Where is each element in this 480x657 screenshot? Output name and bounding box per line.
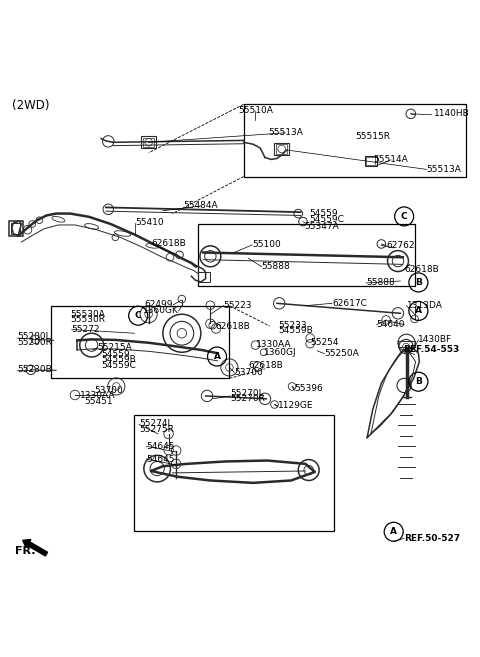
Text: 54559C: 54559C [101,361,136,370]
Bar [142,136,156,148]
Text: 1140HB: 1140HB [433,109,469,118]
Bar [275,143,289,155]
Text: 54645: 54645 [146,442,175,451]
Text: B: B [415,377,422,386]
Bar [134,415,334,532]
Text: 55250A: 55250A [324,349,359,358]
Bar [199,224,415,286]
Text: REF.50-527: REF.50-527 [404,534,460,543]
Text: 1330AA: 1330AA [256,340,291,349]
Bar [199,273,210,282]
Text: 55530R: 55530R [70,315,105,325]
Text: 55270L: 55270L [230,388,264,397]
Text: FR.: FR. [15,546,35,556]
Text: 55513A: 55513A [268,128,303,137]
Text: 55100: 55100 [252,240,281,250]
Text: 53700: 53700 [234,368,263,376]
Text: REF.54-553: REF.54-553 [403,345,459,354]
Bar [366,157,375,165]
Bar [365,156,377,166]
Text: 55451: 55451 [84,397,113,406]
Text: 1360GK: 1360GK [143,306,179,315]
Bar [11,223,20,235]
Text: 55274L: 55274L [139,419,173,428]
Text: C: C [401,212,408,221]
Text: 54559: 54559 [101,350,130,359]
Text: 62499: 62499 [145,300,173,309]
Text: 55200L: 55200L [17,332,51,341]
Text: 55530A: 55530A [70,309,105,319]
Text: 55510A: 55510A [238,106,273,116]
Text: 55215A: 55215A [97,343,132,352]
Text: 55396: 55396 [294,384,323,393]
Text: 55275R: 55275R [139,425,174,434]
FancyArrow shape [23,539,48,556]
Text: 1430BF: 1430BF [419,336,453,344]
Text: 62762: 62762 [386,241,415,250]
Text: A: A [390,528,397,536]
Text: C: C [135,311,142,320]
Text: 54645: 54645 [146,455,175,464]
Text: 55230B: 55230B [17,365,52,374]
Text: 62618B: 62618B [249,361,284,370]
Text: 54559: 54559 [309,209,338,218]
Text: 54559B: 54559B [101,355,136,365]
Text: 1360GJ: 1360GJ [264,348,296,357]
Bar [143,137,155,147]
Text: B: B [415,278,422,287]
Text: 55888: 55888 [366,279,395,287]
Text: 62618B: 62618B [151,239,186,248]
Bar [276,145,288,154]
Text: 54559B: 54559B [278,327,312,335]
Text: 55272: 55272 [72,325,100,334]
Bar [51,306,229,378]
Text: 62618B: 62618B [404,265,439,273]
Bar [244,104,466,177]
Text: 55515R: 55515R [355,131,390,141]
Text: 55410: 55410 [135,218,164,227]
Text: A: A [214,352,220,361]
Text: 55233: 55233 [278,321,306,330]
Text: 55484A: 55484A [183,202,218,210]
Text: 55270R: 55270R [230,394,265,403]
Text: 1313DA: 1313DA [407,301,443,310]
Text: 1330AA: 1330AA [80,392,115,401]
Text: (2WD): (2WD) [12,99,49,112]
Text: 55347A: 55347A [304,222,339,231]
Text: 55254: 55254 [310,338,338,348]
Text: 62618B: 62618B [215,322,250,330]
Text: 55223: 55223 [223,301,252,310]
Text: 62617C: 62617C [332,299,367,308]
Text: 54559C: 54559C [309,215,344,224]
Text: 53700: 53700 [94,386,123,395]
Text: 1129GE: 1129GE [278,401,313,411]
Text: 55513A: 55513A [426,165,461,174]
Text: 54640: 54640 [377,320,405,329]
Text: A: A [415,306,422,315]
Text: 55888: 55888 [262,262,290,271]
Text: 55200R: 55200R [17,338,52,347]
Bar [10,221,23,236]
Text: 55514A: 55514A [373,156,408,164]
Bar [398,341,415,346]
